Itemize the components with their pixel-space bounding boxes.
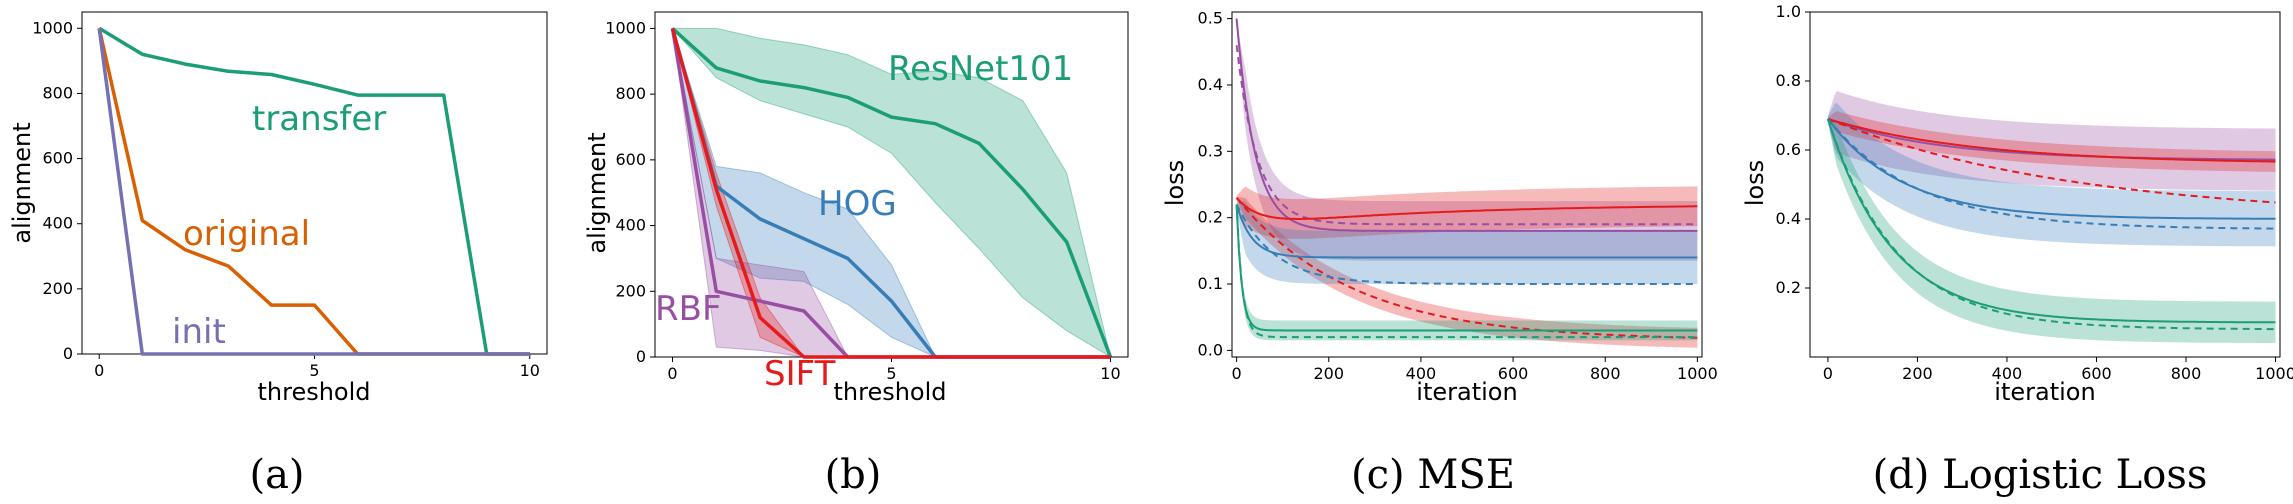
- panel-d: 0 200 400 600 800 1000 0.2 0.4 0.6 0.8 1.0 loss it…: [1741, 2, 2293, 498]
- panel-b-ytick-label: 1000: [605, 18, 646, 37]
- panel-b-label-rbf: RBF: [655, 289, 722, 329]
- panel-c-curve-green-dashed: [1235, 204, 1698, 339]
- panel-d-band-magenta: [1827, 91, 2276, 191]
- panel-c-curve-red: [1235, 197, 1698, 220]
- panel-a-series-original: [97, 27, 530, 356]
- panel-d-curve-blue-dashed: [1827, 118, 2276, 230]
- panel-b-label-hog: HOG: [818, 184, 897, 224]
- panel-a-xtick-label: 5: [309, 361, 319, 380]
- panel-b-band-HOG: [672, 28, 1111, 358]
- panel-b-xtick-label: 10: [1100, 364, 1120, 383]
- panel-d-xtick-label: 800: [2171, 364, 2202, 383]
- panel-c-frame: [1231, 11, 1703, 358]
- panel-c-curve-blue-dashed: [1235, 203, 1698, 285]
- panel-c-xtick-label: 0: [1232, 364, 1242, 383]
- panel-b-label-resnet101: ResNet101: [888, 49, 1073, 89]
- panel-c: 0 200 400 600 800 1000 0.0 0.1 0.2 0.3 0.4 0.5 loss…: [1161, 9, 1718, 498]
- panel-d-band-blue: [1827, 102, 2276, 247]
- panel-d-ylabel: loss: [1741, 160, 1769, 206]
- panel-c-xtick-label: 600: [1498, 364, 1529, 383]
- panel-a-label-init: init: [172, 312, 226, 352]
- panel-c-plot: 0 200 400 600 800 1000 0.0 0.1 0.2 0.3 0.4 0.5: [1198, 9, 1718, 383]
- panel-c-xtick-label: 1000: [1677, 364, 1718, 383]
- panel-b-ytick-label: 400: [615, 216, 646, 235]
- panel-d-ytick-label: 0.2: [1776, 278, 1801, 297]
- panel-a-ytick-label: 400: [42, 214, 73, 233]
- panel-d-xlabel: iteration: [1994, 378, 2095, 406]
- panel-a-series-init: [97, 28, 530, 356]
- panel-a-series-transfer: [98, 26, 530, 356]
- panel-d-ytick-label: 0.4: [1776, 209, 1801, 228]
- panel-d-xtick-label: 0: [1823, 364, 1833, 383]
- panel-d-ytick-label: 0.8: [1776, 71, 1801, 90]
- panel-c-ytick-label: 0.1: [1198, 274, 1223, 293]
- panel-c-xtick-label: 400: [1406, 364, 1437, 383]
- panel-b-ytick-label: 800: [615, 84, 646, 103]
- panel-a-xtick-label: 0: [94, 361, 104, 380]
- panel-b-series-ResNet101: [671, 27, 1113, 358]
- panel-d-plot: 0 200 400 600 800 1000 0.2 0.4 0.6 0.8 1.0: [1776, 2, 2293, 383]
- panel-d-xtick-label: 400: [1992, 364, 2023, 383]
- panel-c-xlabel: iteration: [1416, 378, 1517, 406]
- panel-c-ytick-label: 0.3: [1198, 141, 1223, 160]
- panel-d-frame: [1809, 11, 2281, 358]
- panel-c-ylabel: loss: [1161, 160, 1189, 206]
- panel-a-ytick-label: 800: [42, 83, 73, 102]
- panel-b: 0 5 10 0 200 400 600 800 1000 alignment threshol…: [583, 11, 1129, 498]
- panel-a-label-original: original: [183, 214, 310, 254]
- panel-c-ytick-label: 0.4: [1198, 75, 1223, 94]
- panel-b-ylabel: alignment: [583, 132, 611, 253]
- panel-c-band-blue: [1236, 201, 1698, 284]
- panel-d-caption: (d) Logistic Loss: [1873, 452, 2208, 498]
- panel-c-ytick-label: 0.2: [1198, 208, 1223, 227]
- panel-c-band-red: [1236, 196, 1698, 348]
- panel-c-caption: (c) MSE: [1351, 452, 1515, 498]
- panel-d-ytick-label: 0.6: [1776, 140, 1801, 159]
- panel-d-curve-red-dashed: [1827, 118, 2276, 204]
- panel-b-ytick-label: 0: [636, 347, 646, 366]
- panel-c-curve-magenta-dashed: [1235, 45, 1698, 226]
- panel-b-xtick-label: 0: [667, 364, 677, 383]
- panel-d-xtick-label: 600: [2081, 364, 2112, 383]
- panel-a-plot: 0 5 10 0 200 400 600 800 1000: [32, 18, 540, 380]
- panel-a-ytick-label: 200: [42, 279, 73, 298]
- panel-c-xtick-label: 800: [1590, 364, 1621, 383]
- panel-c-xtick-label: 200: [1313, 364, 1344, 383]
- panel-a-ytick-label: 1000: [32, 18, 73, 37]
- panel-a-caption: (a): [249, 452, 304, 498]
- panel-d-band-red: [1827, 111, 2276, 172]
- panel-b-caption: (b): [825, 452, 882, 498]
- panel-b-ytick-label: 600: [615, 150, 646, 169]
- panel-b-xtick-label: 5: [886, 364, 896, 383]
- panel-d-ytick-label: 1.0: [1776, 2, 1801, 21]
- panel-d-xtick-label: 200: [1902, 364, 1933, 383]
- panel-a-xtick-label: 10: [520, 361, 540, 380]
- panel-b-label-sift: SIFT: [764, 354, 836, 394]
- panel-d-xtick-label: 1000: [2255, 364, 2293, 383]
- panel-c-ytick-label: 0.5: [1198, 9, 1223, 28]
- panel-d-curve-green-dashed: [1826, 118, 2276, 331]
- panel-a-xlabel: threshold: [257, 378, 370, 406]
- panel-c-ytick-label: 0.0: [1198, 340, 1223, 359]
- panel-a-ytick-label: 0: [63, 344, 73, 363]
- panel-c-band-red: [1236, 186, 1698, 239]
- panel-b-plot: 0 5 10 0 200 400 600 800 1000: [605, 18, 1120, 383]
- panel-a-ylabel: alignment: [8, 122, 36, 243]
- panel-b-series-SIFT: [670, 27, 1111, 359]
- panel-c-curve-blue: [1235, 204, 1698, 259]
- panel-d-curve-red: [1827, 118, 2276, 163]
- panel-c-band-green: [1236, 203, 1698, 341]
- panel-c-curve-magenta: [1235, 18, 1698, 232]
- panel-a-label-transfer: transfer: [252, 99, 386, 139]
- panel-a-ytick-label: 600: [42, 149, 73, 168]
- panel-b-ytick-label: 200: [615, 281, 646, 300]
- panel-c-curve-green: [1235, 204, 1698, 332]
- panel-c-curve-red-dashed: [1235, 197, 1698, 339]
- panel-a: 0 5 10 0 200 400 600 800 1000 alignment threshol…: [8, 11, 548, 498]
- panel-b-xlabel: threshold: [833, 378, 946, 406]
